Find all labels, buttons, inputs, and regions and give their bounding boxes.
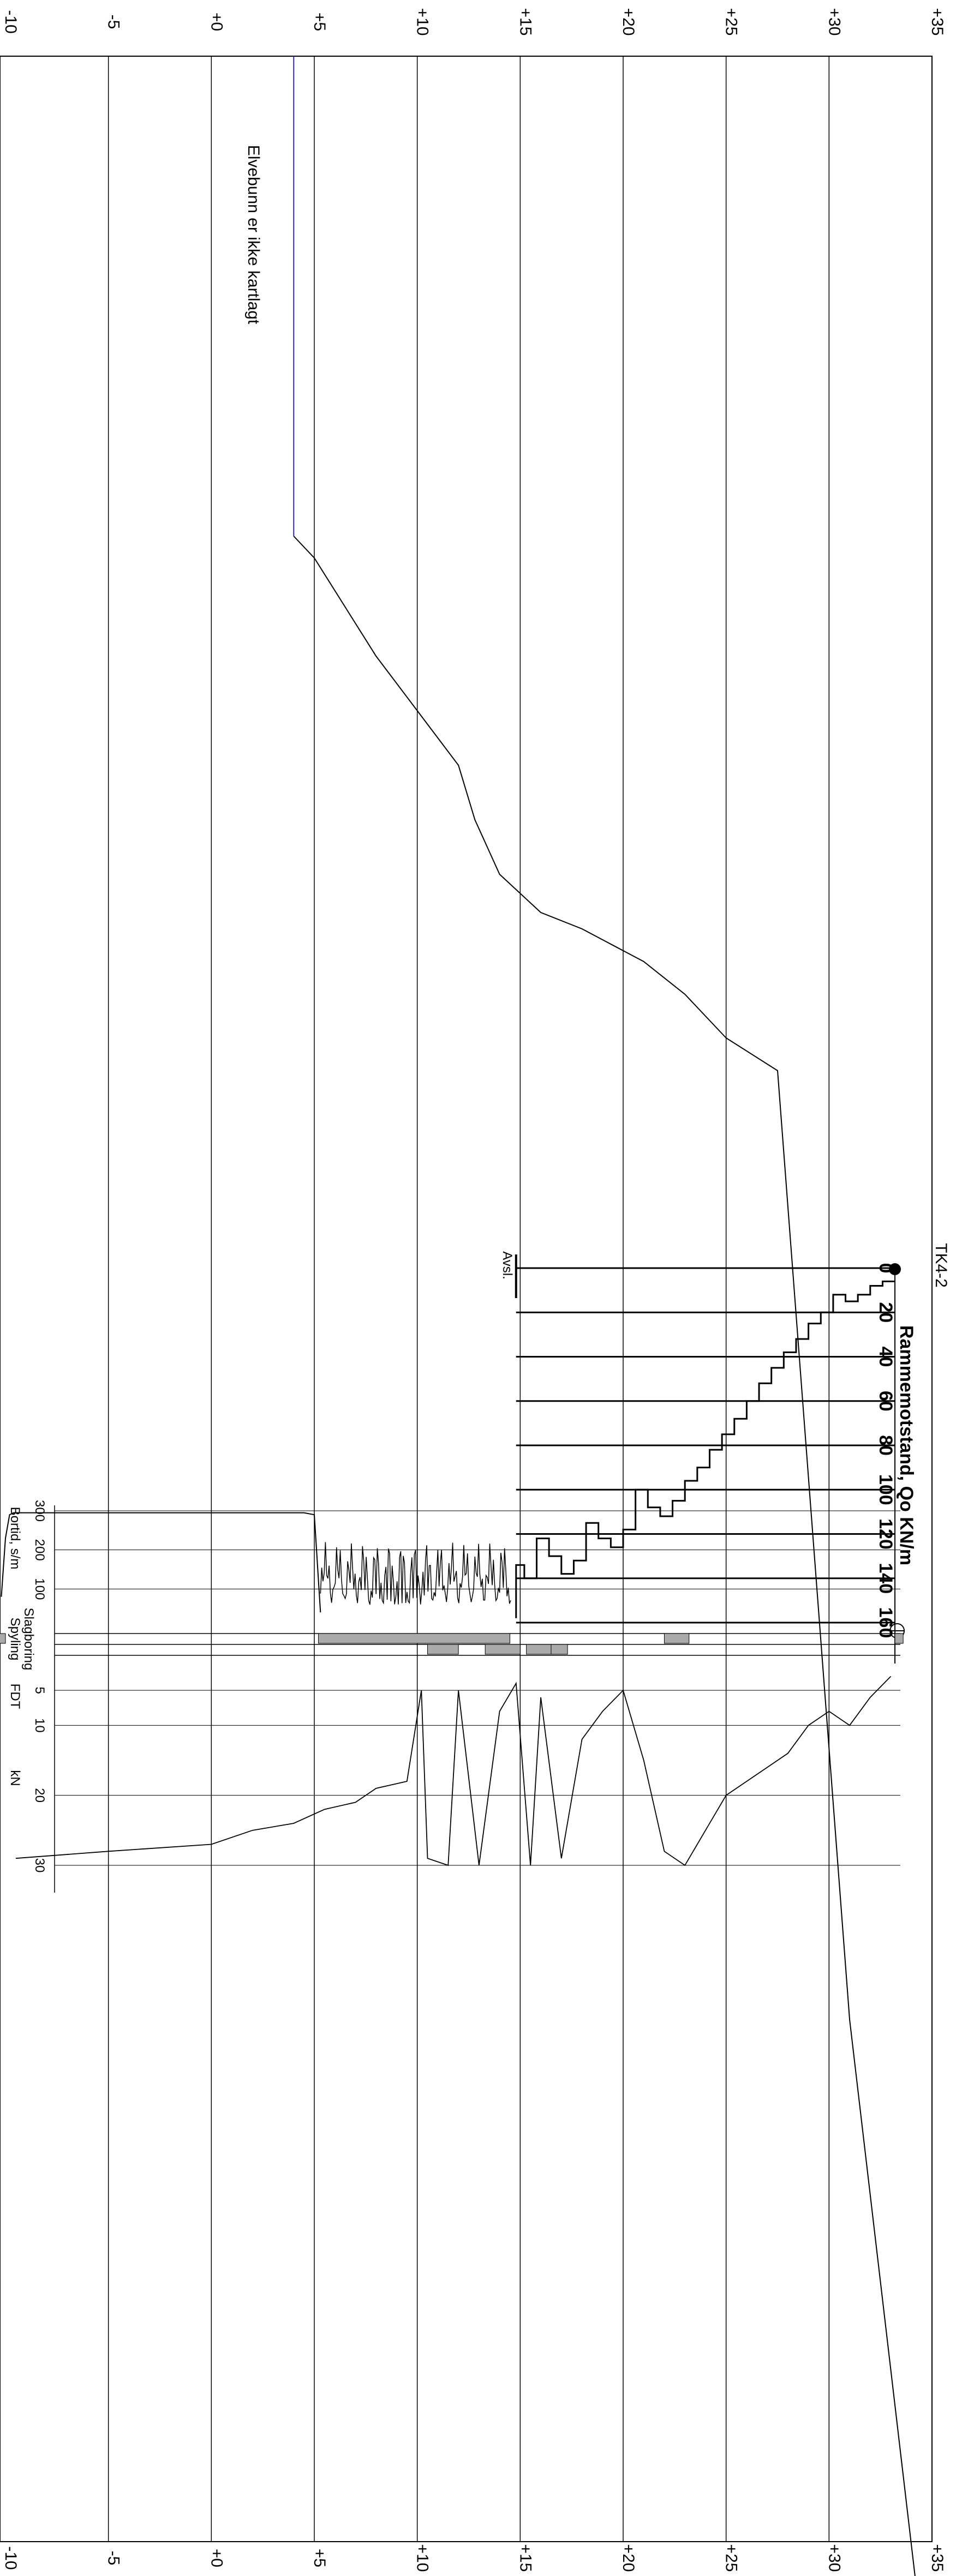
elevation-axis-top: -10 -5 +0 +5 +10 +15 +20 +25 +30 +35 [2,8,946,36]
rotary-curve [1,1512,321,1613]
elevation-tick-label: -10 [2,2546,20,2569]
borehole: Avsl. [500,1251,905,1664]
elevation-tick-label: +5 [310,13,328,31]
elevation-tick-label: +35 [928,2544,946,2572]
ram-tick-label: 120 [875,1518,896,1550]
hammering-bar [485,1644,521,1655]
elevation-tick-label: +0 [207,13,225,31]
ram-tick-label: 140 [875,1563,896,1594]
annotations: TK4-2 Elvebunn er ikke kartlagt [244,145,950,1288]
rotary-tick-label: 100 [32,1578,47,1600]
elevation-tick-label: +15 [516,2544,534,2572]
hammering-bar [551,1644,568,1655]
thrust-force-diagram: 5 10 20 30 FDT kN [8,1505,900,1893]
flushing-bar [0,1633,6,1644]
thrust-tick-label: 5 [32,1686,47,1694]
thrust-tick-label: 30 [32,1858,47,1873]
elevation-tick-label: +30 [825,2544,843,2572]
rotary-tick-label: 300 [32,1500,47,1522]
ram-resistance-curve [515,1280,895,1618]
hammering-legend: Slagboring [21,1608,36,1671]
thrust-axis-unit: kN [8,1770,22,1786]
elevation-grid [107,56,830,2542]
flushing-bar [894,1633,904,1644]
flushing-bar [664,1633,690,1644]
elevation-tick-label: +25 [722,2544,740,2572]
elevation-tick-label: +10 [414,2544,432,2572]
ram-tick-label: 80 [875,1435,896,1456]
elevation-tick-label: +0 [207,2549,225,2567]
elevation-tick-label: +30 [825,8,843,36]
ram-tick-label: 100 [875,1474,896,1505]
hammering-bar [427,1644,459,1655]
elevation-tick-label: +10 [414,8,432,36]
ram-origin-dot [889,1263,901,1275]
thrust-axis-title: FDT [8,1684,22,1709]
terrain-line [293,536,916,2576]
elevation-tick-label: +20 [619,2544,637,2572]
elevation-tick-label: +5 [310,2549,328,2567]
rotary-axis-title: Bortid, s/m [8,1507,22,1570]
ram-tick-label: 20 [875,1302,896,1323]
flushing-bar [318,1633,510,1644]
ram-axis-title: Rammemotstand, Qo KN/m [896,1325,917,1565]
elevation-tick-label: +25 [722,8,740,36]
thrust-tick-label: 10 [32,1718,47,1733]
ram-tick-label: 160 [875,1607,896,1638]
rotary-pressure-diagram: 300 200 100 Bortid, s/m [1,1500,900,1613]
elevation-tick-label: -10 [2,10,20,33]
elevation-tick-label: -5 [105,2551,123,2566]
plot-frame [0,56,933,2542]
terrain-profile [293,56,916,2576]
elevation-tick-label: -5 [105,15,123,29]
elevation-axis-bottom: -10 -5 +0 +5 +10 +15 +20 +25 +30 +35 [2,2544,946,2572]
elevation-tick-label: +20 [619,8,637,36]
rotary-noisy-curve [320,1542,511,1605]
flushing-legend: Spyling [8,1618,22,1661]
rotary-tick-label: 200 [32,1539,47,1561]
borehole-title: TK4-2 [932,1243,950,1288]
riverbed-note: Elvebunn er ikke kartlagt [244,145,262,325]
ram-tick-label: 40 [875,1347,896,1367]
ram-tick-label: 60 [875,1391,896,1412]
elevation-tick-label: +35 [928,8,946,36]
drilling-stop-note: Avsl. [500,1251,515,1280]
elevation-tick-label: +15 [516,8,534,36]
thrust-tick-label: 20 [32,1788,47,1803]
thrust-curve [15,1676,892,1866]
